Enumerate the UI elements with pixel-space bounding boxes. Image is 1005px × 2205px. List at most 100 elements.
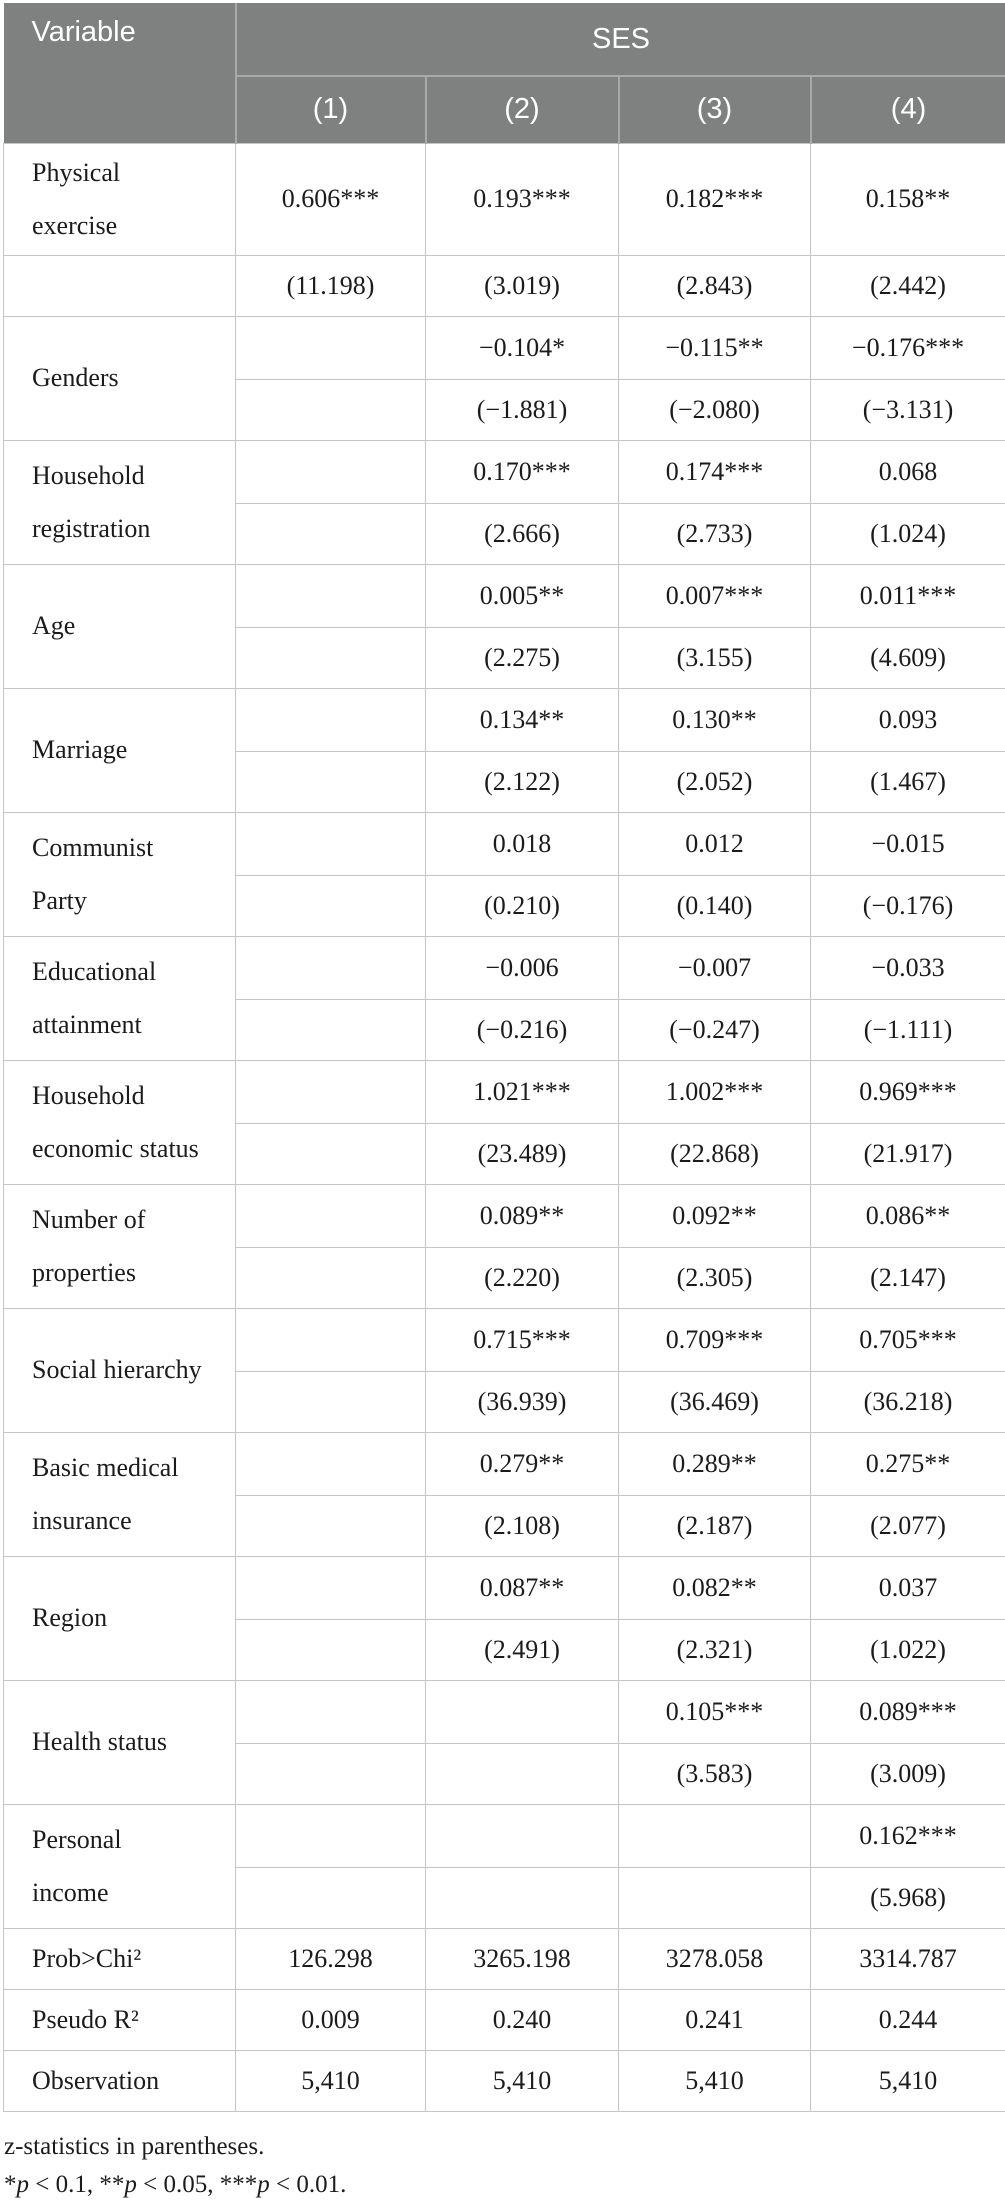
summary-value-cell: 3265.198 — [426, 1928, 619, 1989]
coef-cell: 0.087** — [426, 1556, 619, 1619]
variable-label: Region — [4, 1556, 236, 1680]
table-footnotes: z-statistics in parentheses. *p < 0.1, *… — [4, 2128, 1005, 2205]
coef-cell: 0.170*** — [426, 440, 619, 503]
zstat-cell — [236, 875, 426, 936]
zstat-cell: (36.218) — [811, 1371, 1005, 1432]
coef-cell: 0.092** — [619, 1184, 811, 1247]
zstat-cell: (2.305) — [619, 1247, 811, 1308]
table-row: Genders −0.104* −0.115** −0.176*** — [4, 316, 1005, 379]
zstat-cell: (−1.881) — [426, 379, 619, 440]
zstat-cell — [426, 1867, 619, 1928]
summary-value-cell: 5,410 — [811, 2050, 1005, 2111]
coef-cell: 0.018 — [426, 812, 619, 875]
zstat-cell: (2.733) — [619, 503, 811, 564]
sig-p-1: p — [17, 2171, 30, 2198]
sig-star-3: *** — [220, 2171, 258, 2198]
variable-label: Genders — [4, 316, 236, 440]
variable-label: Household registration — [4, 440, 236, 564]
coef-cell: 0.089** — [426, 1184, 619, 1247]
variable-label: Health status — [4, 1680, 236, 1804]
sig-p-3: p — [257, 2171, 270, 2198]
coef-cell — [236, 1432, 426, 1495]
zstat-cell: (2.442) — [811, 255, 1005, 316]
summary-label: Prob>Chi² — [4, 1928, 236, 1989]
table-row: Household economic status 1.021*** 1.002… — [4, 1060, 1005, 1123]
summary-value-cell: 126.298 — [236, 1928, 426, 1989]
zstat-cell — [236, 1247, 426, 1308]
coef-cell — [236, 1308, 426, 1371]
zstat-cell: (2.220) — [426, 1247, 619, 1308]
table-row: Basic medical insurance 0.279** 0.289** … — [4, 1432, 1005, 1495]
coef-cell: 0.082** — [619, 1556, 811, 1619]
summary-value-cell: 3314.787 — [811, 1928, 1005, 1989]
summary-value-cell: 5,410 — [426, 2050, 619, 2111]
coef-cell: −0.006 — [426, 936, 619, 999]
table-row: Prob>Chi² 126.298 3265.198 3278.058 3314… — [4, 1928, 1005, 1989]
zstat-cell: (2.187) — [619, 1495, 811, 1556]
zstat-cell: (22.868) — [619, 1123, 811, 1184]
coef-cell: 1.021*** — [426, 1060, 619, 1123]
zstat-cell — [236, 627, 426, 688]
coef-cell: −0.104* — [426, 316, 619, 379]
zstat-cell — [236, 1619, 426, 1680]
zstat-cell: (36.939) — [426, 1371, 619, 1432]
coef-cell: 0.182*** — [619, 143, 811, 255]
zstat-cell — [236, 751, 426, 812]
zstat-cell: (2.843) — [619, 255, 811, 316]
coef-cell — [236, 1060, 426, 1123]
variable-label: Personal income — [4, 1804, 236, 1928]
zstat-cell: (2.108) — [426, 1495, 619, 1556]
zstat-cell: (1.024) — [811, 503, 1005, 564]
coef-cell — [619, 1804, 811, 1867]
summary-label: Observation — [4, 2050, 236, 2111]
table-row: Marriage 0.134** 0.130** 0.093 — [4, 688, 1005, 751]
coef-cell — [236, 316, 426, 379]
table-row: Age 0.005** 0.007*** 0.011*** — [4, 564, 1005, 627]
zstat-cell: (3.019) — [426, 255, 619, 316]
zstat-cell: (2.077) — [811, 1495, 1005, 1556]
coef-cell: −0.115** — [619, 316, 811, 379]
zstat-cell: (2.275) — [426, 627, 619, 688]
column-group-header-ses: SES — [236, 3, 1005, 76]
variable-label: Basic medical insurance — [4, 1432, 236, 1556]
sig-threshold-3: < 0.01. — [270, 2171, 347, 2198]
coef-cell — [426, 1804, 619, 1867]
coef-cell: 0.193*** — [426, 143, 619, 255]
zstat-cell: (−0.216) — [426, 999, 619, 1060]
coef-cell: −0.033 — [811, 936, 1005, 999]
zstat-cell: (2.491) — [426, 1619, 619, 1680]
sig-p-2: p — [124, 2171, 137, 2198]
column-header-model-3: (3) — [619, 76, 811, 143]
zstat-cell: (11.198) — [236, 255, 426, 316]
coef-cell — [236, 1184, 426, 1247]
coef-cell — [236, 936, 426, 999]
coef-cell: 0.105*** — [619, 1680, 811, 1743]
coef-cell: 0.011*** — [811, 564, 1005, 627]
table-row: (11.198) (3.019) (2.843) (2.442) — [4, 255, 1005, 316]
coef-cell: 0.705*** — [811, 1308, 1005, 1371]
coef-cell: 0.093 — [811, 688, 1005, 751]
variable-label: Age — [4, 564, 236, 688]
table-row: Physical exercise 0.606*** 0.193*** 0.18… — [4, 143, 1005, 255]
zstat-cell: (−0.247) — [619, 999, 811, 1060]
summary-value-cell: 0.244 — [811, 1989, 1005, 2050]
coef-cell — [236, 440, 426, 503]
table-row: Personal income 0.162*** — [4, 1804, 1005, 1867]
zstat-cell: (−1.111) — [811, 999, 1005, 1060]
zstat-cell: (5.968) — [811, 1867, 1005, 1928]
zstat-cell — [236, 1123, 426, 1184]
zstat-cell — [236, 1867, 426, 1928]
variable-label: Household economic status — [4, 1060, 236, 1184]
zstat-cell — [619, 1867, 811, 1928]
coef-cell: 1.002*** — [619, 1060, 811, 1123]
coef-cell — [236, 688, 426, 751]
zstat-cell: (23.489) — [426, 1123, 619, 1184]
variable-label: Marriage — [4, 688, 236, 812]
zstat-cell: (4.609) — [811, 627, 1005, 688]
zstat-cell: (0.140) — [619, 875, 811, 936]
zstat-cell — [426, 1743, 619, 1804]
coef-cell: −0.015 — [811, 812, 1005, 875]
column-header-model-1: (1) — [236, 76, 426, 143]
coef-cell: 0.089*** — [811, 1680, 1005, 1743]
summary-value-cell: 0.240 — [426, 1989, 619, 2050]
